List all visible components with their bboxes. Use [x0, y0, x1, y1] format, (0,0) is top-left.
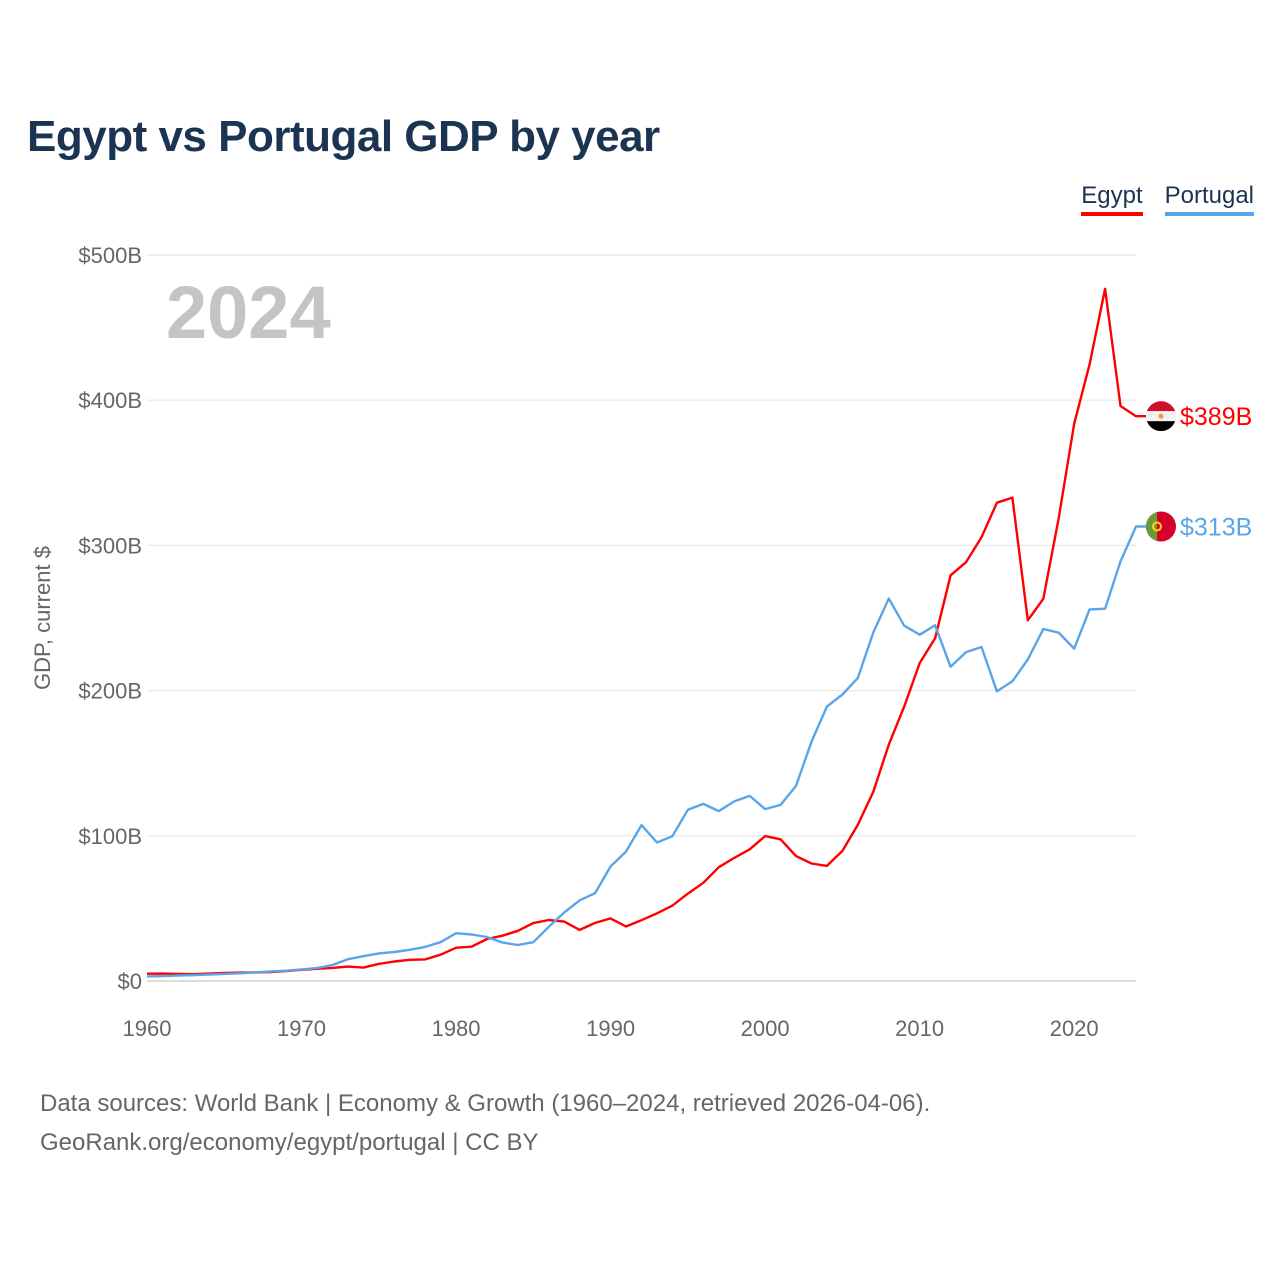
egypt-line[interactable] [146, 287, 1146, 976]
y-tick-label: $200B [78, 679, 142, 704]
egypt-flag-icon [1146, 401, 1176, 432]
x-tick-label: 1960 [123, 1016, 172, 1041]
y-tick-label: $500B [78, 243, 142, 268]
source-line-2[interactable]: GeoRank.org/economy/egypt/portugal | CC … [40, 1129, 539, 1156]
y-tick-label: $400B [78, 388, 142, 413]
portugal-end-label: $313B [1180, 514, 1252, 542]
chart-title: Egypt vs Portugal GDP by year [27, 112, 660, 161]
legend-egypt[interactable]: Egypt [1081, 182, 1143, 216]
x-tick-label: 1970 [277, 1016, 326, 1041]
year-watermark: 2024 [166, 271, 331, 354]
legend: Egypt Portugal [1081, 182, 1254, 216]
y-tick-label: $100B [78, 824, 142, 849]
egypt-end-label: $389B [1180, 403, 1252, 431]
x-tick-label: 2010 [895, 1016, 944, 1041]
x-tick-label: 2000 [741, 1016, 790, 1041]
legend-portugal[interactable]: Portugal [1164, 182, 1254, 216]
portugal-line[interactable] [146, 525, 1146, 978]
source-line-1: Data sources: World Bank | Economy & Gro… [40, 1090, 931, 1117]
source-note: Data sources: World Bank | Economy & Gro… [40, 1084, 930, 1162]
y-tick-label: $300B [78, 533, 142, 558]
x-tick-label: 1980 [432, 1016, 481, 1041]
portugal-flag-icon [1146, 511, 1176, 542]
y-tick-label: $0 [118, 969, 142, 994]
y-axis-label: GDP, current $ [30, 546, 55, 690]
x-tick-label: 1990 [586, 1016, 635, 1041]
x-tick-label: 2020 [1050, 1016, 1099, 1041]
